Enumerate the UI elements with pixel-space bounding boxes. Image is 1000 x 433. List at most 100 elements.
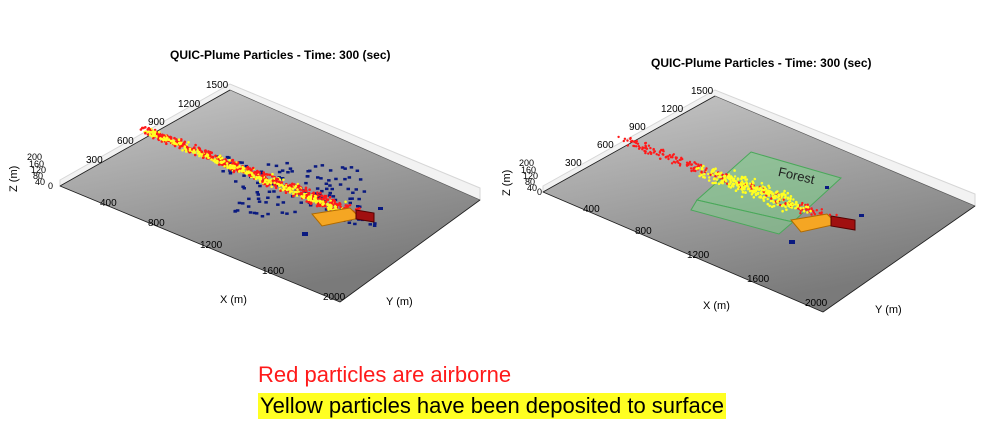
particle — [770, 205, 774, 208]
particle — [163, 134, 166, 137]
particle — [214, 154, 217, 158]
particle — [799, 206, 802, 210]
particle — [785, 208, 788, 212]
z-tick: 160 — [29, 159, 45, 169]
particle — [333, 202, 337, 205]
z-tick: 0 — [537, 187, 543, 197]
building — [327, 179, 331, 182]
particle — [274, 184, 278, 187]
particle — [761, 185, 764, 188]
building — [234, 180, 238, 183]
particle — [784, 202, 787, 206]
building — [316, 196, 321, 199]
particle — [649, 146, 652, 150]
particle — [238, 164, 241, 168]
particle — [164, 137, 168, 141]
building — [315, 187, 320, 190]
particle — [196, 152, 200, 155]
particle — [820, 208, 823, 211]
particle — [257, 176, 261, 179]
building — [343, 177, 347, 181]
particle — [271, 179, 275, 182]
particle — [230, 164, 234, 168]
particle — [295, 190, 299, 194]
particle — [784, 205, 787, 209]
particle — [177, 141, 181, 145]
building — [356, 205, 360, 208]
particle — [251, 166, 255, 170]
legend-deposited: Yellow particles have been deposited to … — [258, 393, 726, 419]
particle — [708, 176, 711, 179]
particle — [324, 196, 327, 199]
building — [351, 191, 355, 194]
x-tick: 1200 — [687, 250, 710, 261]
particle — [293, 183, 296, 186]
particle — [330, 205, 333, 209]
particle — [187, 141, 190, 144]
particle — [820, 211, 823, 214]
particle — [795, 200, 798, 204]
building — [290, 170, 294, 173]
particle — [772, 196, 775, 200]
building — [286, 171, 290, 174]
particle — [626, 139, 629, 142]
particle — [714, 167, 717, 170]
particle — [278, 178, 282, 181]
building — [288, 167, 293, 170]
particle — [723, 176, 726, 180]
source-block-right — [830, 215, 856, 231]
particle — [745, 184, 749, 187]
particle — [223, 163, 226, 166]
particle — [274, 186, 278, 190]
y-tick: 900 — [148, 117, 165, 128]
z-tick: 160 — [521, 165, 537, 175]
z-tick: 40 — [35, 177, 46, 187]
particle — [194, 143, 197, 147]
particle — [144, 126, 147, 129]
particle — [700, 173, 703, 177]
particle — [282, 187, 285, 191]
building — [266, 196, 270, 199]
building — [330, 187, 334, 191]
particle — [734, 181, 738, 184]
particles-right — [617, 135, 852, 229]
particle — [690, 169, 693, 173]
particle — [659, 157, 662, 160]
z-tick: 200 — [519, 158, 535, 168]
building — [357, 197, 361, 201]
building — [266, 212, 270, 216]
building — [353, 222, 357, 226]
particle — [759, 195, 762, 198]
particle — [312, 191, 316, 195]
building — [328, 184, 332, 187]
building — [293, 210, 297, 214]
y-axis-label-left: Y (m) — [386, 296, 413, 308]
y-tick: 1200 — [661, 104, 684, 115]
particle — [334, 207, 338, 210]
building — [355, 169, 360, 172]
particle — [780, 194, 784, 198]
particle — [339, 205, 342, 209]
particle — [748, 182, 752, 185]
particle — [741, 187, 744, 191]
particle — [751, 191, 754, 194]
particle — [641, 146, 645, 149]
particle — [308, 188, 311, 191]
building — [280, 211, 285, 214]
building — [348, 197, 352, 200]
particle — [766, 202, 770, 206]
building — [331, 195, 336, 198]
particle — [144, 131, 147, 135]
z-tick: 120 — [31, 165, 47, 175]
building — [338, 183, 343, 186]
particle — [772, 201, 776, 204]
particle — [284, 191, 288, 194]
particle — [835, 213, 838, 217]
building — [324, 208, 329, 211]
particle — [766, 197, 769, 201]
particle — [737, 181, 740, 184]
plot-3d-right — [542, 89, 976, 313]
particle — [752, 181, 755, 185]
particle — [151, 130, 155, 133]
particle — [230, 166, 233, 170]
